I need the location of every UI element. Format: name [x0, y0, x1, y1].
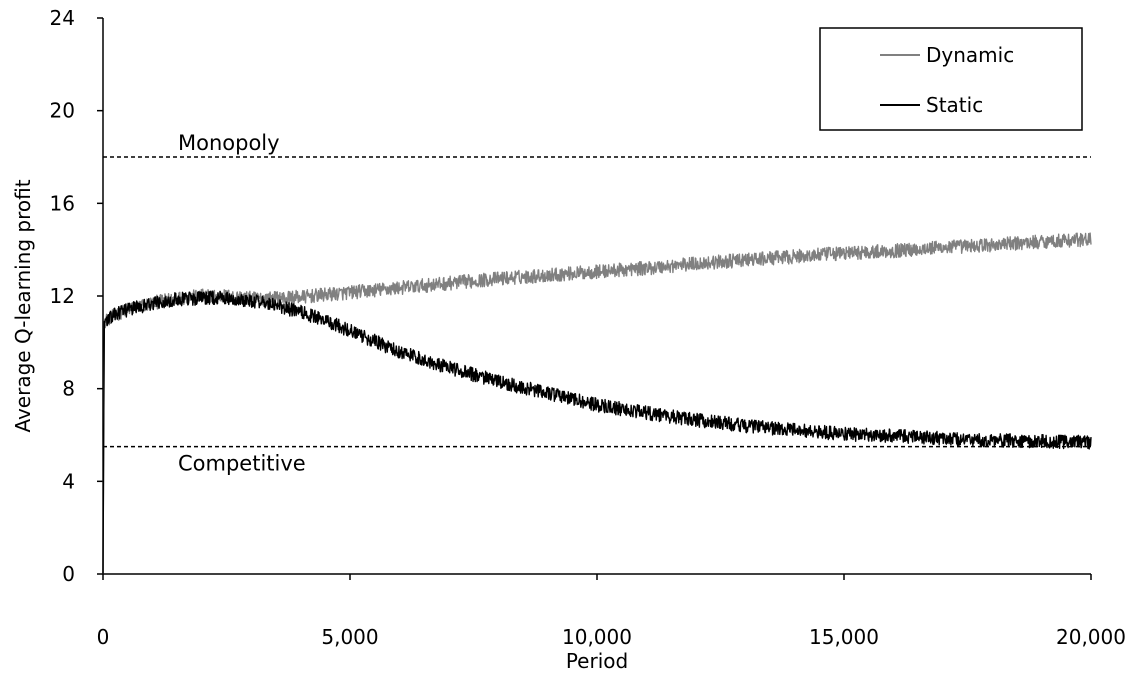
legend-box — [819, 27, 1083, 131]
legend: Dynamic Static — [819, 27, 1083, 131]
y-tick-label: 24 — [50, 6, 75, 30]
x-axis-title: Period — [566, 649, 628, 673]
x-tick-label: 20,000 — [1056, 625, 1126, 649]
y-tick-label: 0 — [62, 562, 75, 586]
series-line-static — [102, 290, 1092, 575]
x-tick-label: 10,000 — [562, 625, 632, 649]
y-axis-ticks: 0 4 8 12 16 20 24 — [50, 6, 103, 586]
y-axis-title: Average Q-learning profit — [11, 179, 35, 432]
x-tick-label: 5,000 — [321, 625, 378, 649]
reference-label-competitive: Competitive — [178, 452, 306, 476]
x-tick-label: 15,000 — [809, 625, 879, 649]
reference-label-monopoly: Monopoly — [178, 131, 280, 155]
y-tick-label: 4 — [62, 469, 75, 493]
x-axis-ticks: 0 5,000 10,000 15,000 20,000 — [97, 574, 1126, 649]
y-tick-label: 12 — [50, 284, 75, 308]
legend-label-dynamic: Dynamic — [926, 43, 1014, 67]
y-tick-label: 8 — [62, 377, 75, 401]
legend-label-static: Static — [926, 93, 983, 117]
series-layer — [102, 232, 1092, 575]
y-tick-label: 20 — [50, 99, 75, 123]
x-tick-label: 0 — [97, 625, 110, 649]
reference-lines: Monopoly Competitive — [103, 131, 1091, 476]
y-tick-label: 16 — [50, 191, 75, 215]
